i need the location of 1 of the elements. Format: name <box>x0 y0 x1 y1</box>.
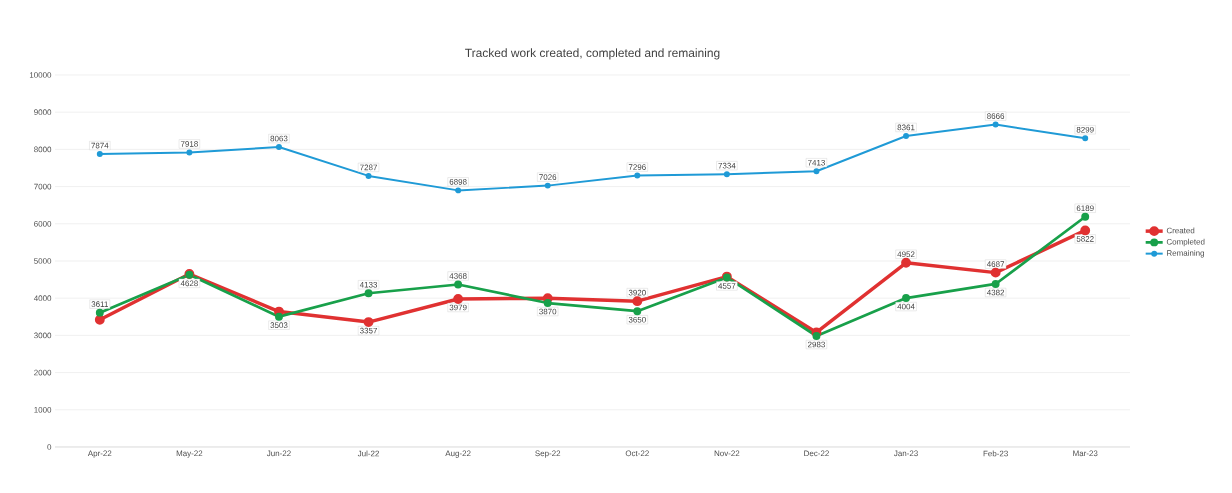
chart-title: Tracked work created, completed and remaining <box>465 48 720 60</box>
